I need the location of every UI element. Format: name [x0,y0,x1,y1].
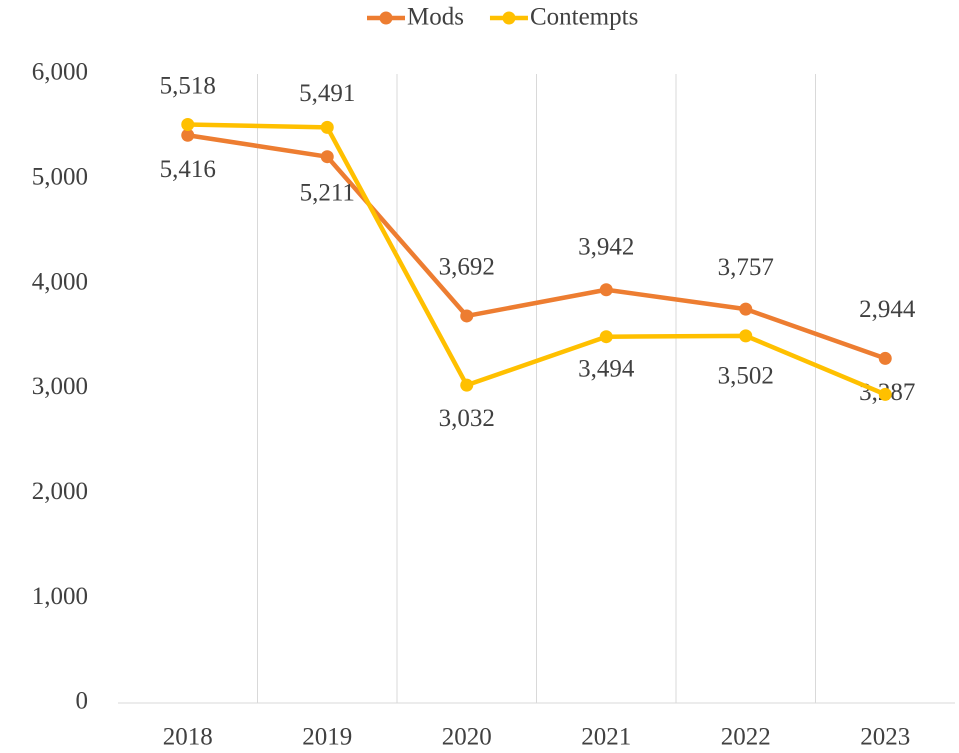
y-tick-label: 6,000 [32,59,88,86]
x-tick-label: 2022 [721,724,771,751]
data-point [599,330,613,344]
y-tick-label: 5,000 [32,164,88,191]
legend-label: Contempts [530,4,638,31]
data-point [181,128,195,142]
data-point [599,283,613,297]
y-tick-label: 1,000 [32,583,88,610]
data-point [739,302,753,316]
series-line [187,122,887,397]
x-tick-label: 2019 [302,724,352,751]
y-tick-label: 0 [76,688,89,715]
x-tick-label: 2021 [581,724,631,751]
data-label: 3,942 [578,233,634,260]
data-label: 3,692 [439,254,495,281]
y-tick-label: 3,000 [32,373,88,400]
data-point [320,120,334,134]
data-label: 3,757 [718,254,774,281]
data-label: 3,502 [718,363,774,390]
data-label: 3,032 [439,405,495,432]
data-label: 5,491 [299,80,355,107]
data-label: 3,494 [578,355,635,382]
data-label: 5,211 [300,179,355,206]
x-tick-label: 2023 [860,724,910,751]
x-tick-label: 2018 [163,724,213,751]
data-point [878,351,892,365]
data-point [181,118,195,132]
legend-marker [502,11,516,25]
data-point [460,309,474,323]
data-point [320,150,334,164]
x-tick-label: 2020 [442,724,492,751]
data-label: 2,944 [859,296,916,323]
data-point [460,378,474,392]
data-point [878,387,892,401]
legend-marker [379,11,393,25]
y-tick-label: 4,000 [32,268,88,295]
legend-label: Mods [407,4,464,31]
series-line [187,132,886,361]
data-label: 5,518 [160,72,216,99]
data-point [739,329,753,343]
data-label: 5,416 [160,156,216,183]
y-tick-label: 2,000 [32,478,88,505]
